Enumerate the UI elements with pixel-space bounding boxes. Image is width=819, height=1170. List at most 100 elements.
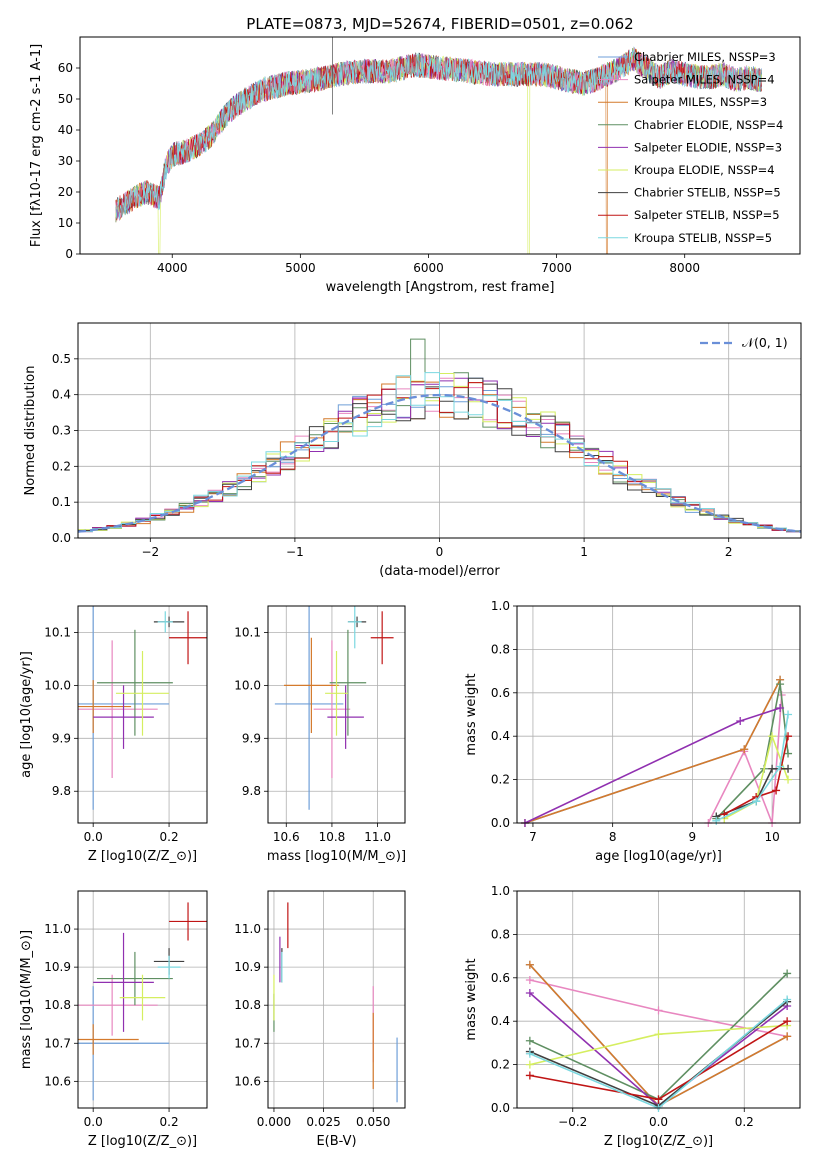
x-tick-label: 11.0 [364, 830, 391, 844]
y-tick-label: 0.4 [52, 388, 71, 402]
chart-spectrum: 4000 5000 6000 7000 8000 0 10 20 30 40 50 60 wavelen… [29, 15, 801, 295]
y-tick-label: 1.0 [491, 599, 510, 613]
error-bar-point [78, 640, 158, 779]
plot-frame [79, 36, 801, 255]
x-tick-label: 0.025 [306, 1115, 340, 1129]
x-tick-label: 0.050 [356, 1115, 390, 1129]
y-tick-label: 10.9 [234, 960, 261, 974]
legend-label: 𝒩(0, 1) [742, 335, 788, 350]
error-bar-point [115, 650, 170, 736]
y-tick-label: 0.1 [52, 495, 71, 509]
x-tick-label: 9 [689, 830, 697, 844]
y-tick-label: 40 [58, 123, 73, 137]
x-tick-label: −0.2 [558, 1115, 587, 1129]
weight-series-line [707, 694, 783, 823]
weight-marker [784, 710, 793, 719]
x-tick-label: 10 [764, 830, 779, 844]
y-tick-label: 10.9 [44, 960, 71, 974]
y-axis-label: Normed distribution [23, 366, 38, 496]
x-tick-label: 8 [609, 830, 617, 844]
error-bar-point [325, 650, 348, 736]
error-bar-point [283, 637, 339, 734]
chart-age-Z: 0.0 0.2 9.8 9.9 10.0 10.1 Z [log10(Z/Z_⊙)] age … [19, 605, 208, 864]
weight-marker [525, 1071, 534, 1080]
weight-marker [740, 745, 749, 754]
error-bar-point [78, 680, 132, 734]
y-tick-label: 30 [58, 154, 73, 168]
weight-marker [784, 775, 793, 784]
chart-title: PLATE=0873, MJD=52674, FIBERID=0501, z=0… [246, 15, 633, 33]
weight-marker [525, 1036, 534, 1045]
weight-marker [768, 732, 777, 741]
chart-weight-Z: −0.2 0.0 0.2 0.0 0.2 0.4 0.6 0.8 1.0 Z [log10(Z/Z… [464, 884, 801, 1149]
chart-age-mass: 10.6 10.8 11.0 9.8 9.9 10.0 10.1 mass [log10(M/… [234, 605, 406, 864]
plot-frame [77, 605, 208, 824]
y-tick-label: 10.0 [44, 678, 71, 692]
x-axis-label: age [log10(age/yr)] [595, 849, 722, 864]
y-tick-label: 10 [58, 216, 73, 230]
y-tick-label: 0.4 [491, 729, 510, 743]
y-tick-label: 10.6 [44, 1074, 71, 1088]
legend-label: Kroupa STELIB, NSSP=5 [634, 231, 772, 245]
weight-series-line [716, 768, 788, 818]
y-tick-label: 0.2 [491, 773, 510, 787]
y-tick-label: 0.0 [491, 816, 510, 830]
y-tick-label: 0.2 [491, 1058, 510, 1072]
weight-marker [784, 749, 793, 758]
x-tick-label: 0.2 [160, 1115, 179, 1129]
error-bar-point [347, 606, 362, 649]
weight-marker [752, 797, 761, 806]
legend-label: Chabrier STELIB, NSSP=5 [634, 186, 781, 200]
weight-marker [784, 764, 793, 773]
y-axis-label: Flux [fλ10-17 erg cm-2 s-1 A-1] [29, 44, 44, 247]
error-bar-point [157, 955, 181, 979]
x-axis-label: (data-model)/error [379, 564, 500, 579]
weight-marker [776, 762, 785, 771]
legend-label: Salpeter MILES, NSSP=4 [634, 73, 775, 87]
y-axis-label: age [log10(age/yr)] [19, 651, 34, 778]
error-bar-point [119, 974, 166, 1021]
legend-label: Kroupa MILES, NSSP=3 [634, 95, 767, 109]
weight-marker [525, 988, 534, 997]
legend-label: Kroupa ELODIE, NSSP=4 [634, 163, 775, 177]
legend: Chabrier MILES, NSSP=3 Salpeter MILES, NS… [598, 50, 783, 245]
y-tick-label: 0 [65, 247, 73, 261]
y-tick-label: 10.1 [44, 625, 71, 639]
x-tick-label: 6000 [413, 261, 444, 275]
y-tick-label: 50 [58, 92, 73, 106]
weight-marker [654, 1095, 663, 1104]
plot-frame [267, 890, 406, 1109]
x-axis-label: Z [log10(Z/Z_⊙)] [88, 1134, 197, 1149]
error-bar-point [96, 951, 173, 1006]
legend-label: Chabrier ELODIE, NSSP=4 [634, 118, 783, 132]
error-bar-point [169, 611, 207, 665]
x-axis-label: E(B-V) [316, 1134, 356, 1149]
x-tick-label: 0 [436, 545, 444, 559]
y-tick-label: 20 [58, 185, 73, 199]
y-tick-label: 11.0 [44, 922, 71, 936]
x-axis-label: wavelength [Angstrom, rest frame] [326, 280, 555, 295]
y-tick-label: 10.7 [44, 1036, 71, 1050]
y-tick-label: 0.0 [491, 1101, 510, 1115]
x-tick-label: 8000 [669, 261, 700, 275]
legend-label: Chabrier MILES, NSSP=3 [634, 50, 776, 64]
x-axis-label: Z [log10(Z/Z_⊙)] [604, 1134, 713, 1149]
error-bar-point [329, 629, 367, 736]
x-tick-label: 0.000 [257, 1115, 291, 1129]
x-tick-label: 2 [725, 545, 733, 559]
legend-label: Salpeter ELODIE, NSSP=3 [634, 140, 782, 154]
y-tick-label: 9.9 [52, 731, 71, 745]
weight-marker [525, 1049, 534, 1058]
plot-frame [77, 890, 208, 1109]
weight-series-line [723, 733, 789, 820]
plot-frame [77, 322, 802, 539]
error-bar-point [157, 611, 173, 633]
weight-marker [525, 975, 534, 984]
weight-series-line [723, 736, 789, 816]
weight-marker [768, 764, 777, 773]
x-tick-label: 7 [529, 830, 537, 844]
x-tick-label: 0.0 [649, 1115, 668, 1129]
error-bar-point [78, 974, 158, 1036]
error-bar-point [327, 685, 364, 749]
